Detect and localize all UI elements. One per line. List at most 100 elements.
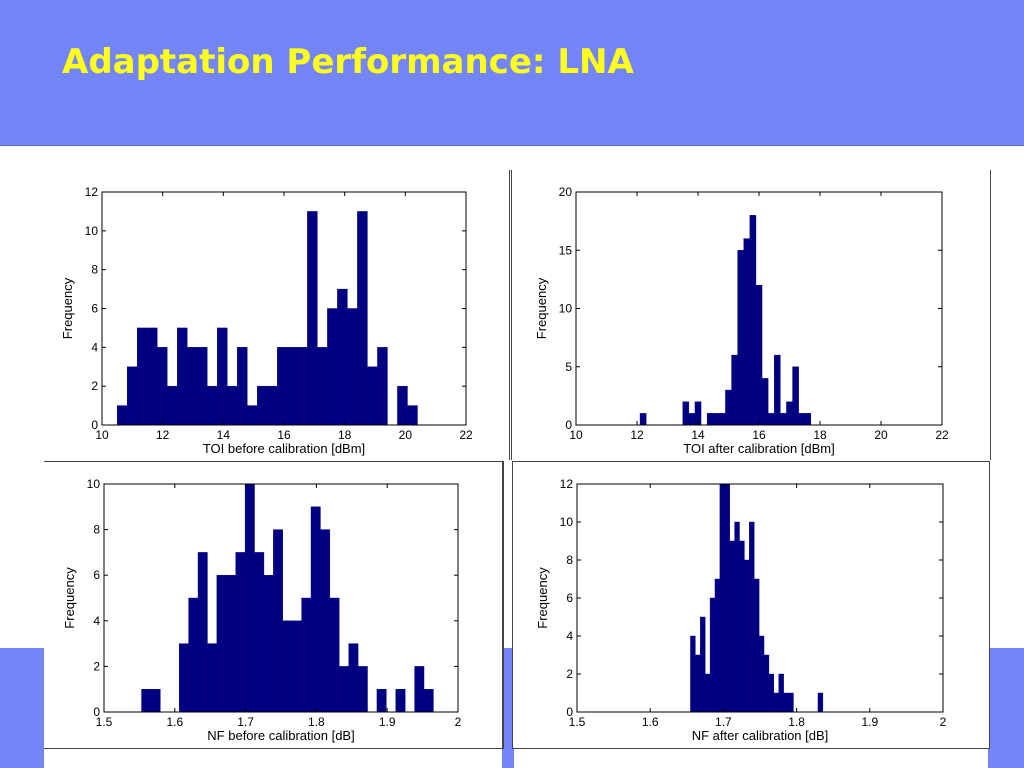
histogram-bar <box>348 643 359 713</box>
slide-title: Adaptation Performance: LNA <box>62 42 634 82</box>
histogram-bar <box>337 288 348 426</box>
histogram-bar <box>709 597 716 713</box>
y-tick-label: 0 <box>91 418 98 432</box>
x-tick-label: 1.5 <box>569 715 586 729</box>
histogram-bar <box>257 385 268 426</box>
x-tick-label: 10 <box>95 428 109 442</box>
y-tick-label: 5 <box>565 360 572 374</box>
x-ticks: 1.5 1.6 1.7 1.8 1.9 2 <box>569 484 947 729</box>
histogram-bar <box>423 688 434 713</box>
x-tick-label: 10 <box>569 428 583 442</box>
histogram-bar <box>788 692 794 713</box>
y-tick-label: 8 <box>93 523 100 537</box>
bars <box>141 483 434 713</box>
histogram-bar <box>216 574 227 713</box>
histogram-bar <box>267 385 278 426</box>
histogram-nf-before: 1.5 1.6 1.7 1.8 1.9 2 0 2 4 6 8 10 NF before calibra… <box>62 477 462 743</box>
histogram-bar <box>376 688 387 713</box>
x-tick-label: 16 <box>277 428 291 442</box>
histogram-bar <box>749 215 757 426</box>
histogram-bar <box>226 574 236 713</box>
histogram-bar <box>690 635 696 713</box>
x-tick-label: 1.6 <box>642 715 659 729</box>
x-axis-label: NF before calibration [dB] <box>207 728 354 743</box>
histogram-bar <box>247 405 258 426</box>
histogram-bar <box>731 354 738 426</box>
x-tick-label: 2 <box>940 715 947 729</box>
x-ticks: 1.5 1.6 1.7 1.8 1.9 2 <box>96 484 462 729</box>
histogram-bar <box>754 578 760 713</box>
y-ticks: 0 2 4 6 8 10 12 <box>85 185 466 432</box>
slide-header: Adaptation Performance: LNA <box>0 0 1024 146</box>
histogram-bar <box>744 559 750 713</box>
histogram-bar <box>695 654 701 713</box>
x-ticks: 10 12 14 16 18 20 22 <box>569 192 949 442</box>
histogram-bar <box>307 211 318 426</box>
histogram-bar <box>786 401 793 426</box>
histogram-bar <box>146 327 158 426</box>
x-tick-label: 1.8 <box>788 715 805 729</box>
y-tick-label: 0 <box>565 418 572 432</box>
bottom-band-left <box>0 648 44 768</box>
histogram-toi-after: 10 12 14 16 18 20 22 0 5 10 15 20 TOI after calibrat… <box>534 185 949 456</box>
bars <box>116 211 418 426</box>
y-tick-label: 15 <box>559 243 573 257</box>
y-tick-label: 12 <box>560 477 574 491</box>
histogram-bar <box>197 347 208 426</box>
y-tick-label: 4 <box>93 614 100 628</box>
histogram-bar <box>339 666 349 713</box>
y-tick-label: 6 <box>93 568 100 582</box>
histogram-bar <box>188 597 199 713</box>
y-tick-label: 10 <box>560 515 574 529</box>
x-tick-label: 16 <box>752 428 766 442</box>
histogram-bar <box>282 620 293 713</box>
y-tick-label: 2 <box>93 659 100 673</box>
histogram-panel-nf-before: 1.5 1.6 1.7 1.8 1.9 2 0 2 4 6 8 10 NF before calibra… <box>44 461 504 749</box>
histogram-bar <box>377 347 388 426</box>
histogram-bar <box>755 284 763 426</box>
histogram-bar <box>187 347 198 426</box>
histogram-bar <box>297 347 308 426</box>
x-tick-label: 14 <box>691 428 705 442</box>
x-tick-label: 12 <box>630 428 644 442</box>
y-axis-label: Frequency <box>535 567 550 629</box>
histogram-bar <box>178 643 189 713</box>
x-ticks: 10 12 14 16 18 20 22 <box>95 192 473 442</box>
histogram-panel-toi-before: 10 12 14 16 18 20 22 0 2 4 6 8 10 12 TOI before calibr… <box>44 170 510 460</box>
histogram-bar <box>116 405 128 426</box>
bars <box>690 483 824 713</box>
histogram-bar <box>207 385 218 426</box>
y-tick-label: 10 <box>85 224 99 238</box>
histogram-bar <box>287 347 298 426</box>
histogram-bar <box>706 413 714 426</box>
histogram-bar <box>395 688 406 713</box>
x-axis-label: NF after calibration [dB] <box>692 728 829 743</box>
histogram-bar <box>713 413 720 426</box>
y-tick-label: 10 <box>559 302 573 316</box>
y-ticks: 0 2 4 6 8 10 12 <box>560 477 943 719</box>
histogram-bar <box>778 673 784 713</box>
histogram-bar <box>414 666 425 713</box>
histogram-bar <box>273 529 283 713</box>
histogram-panel-toi-after: 10 12 14 16 18 20 22 0 5 10 15 20 TOI after calibrat… <box>511 170 991 460</box>
histogram-bar <box>773 692 779 713</box>
histogram-bar <box>301 597 312 713</box>
histogram-bar <box>719 483 725 713</box>
y-axis-label: Frequency <box>62 567 77 629</box>
histogram-bar <box>768 673 775 713</box>
x-tick-label: 20 <box>399 428 413 442</box>
histogram-bar <box>141 688 152 713</box>
x-tick-label: 20 <box>874 428 888 442</box>
histogram-bar <box>743 238 751 426</box>
histogram-bar <box>724 483 730 713</box>
x-tick-label: 1.9 <box>861 715 878 729</box>
x-tick-label: 22 <box>935 428 949 442</box>
histogram-bar <box>277 347 288 426</box>
x-tick-label: 18 <box>338 428 352 442</box>
histogram-bar <box>780 413 787 426</box>
histogram-bar <box>357 666 368 713</box>
plot-frame <box>103 483 459 713</box>
histogram-bar <box>729 540 735 713</box>
x-tick-label: 14 <box>217 428 231 442</box>
y-ticks: 0 5 10 15 20 <box>559 185 942 432</box>
